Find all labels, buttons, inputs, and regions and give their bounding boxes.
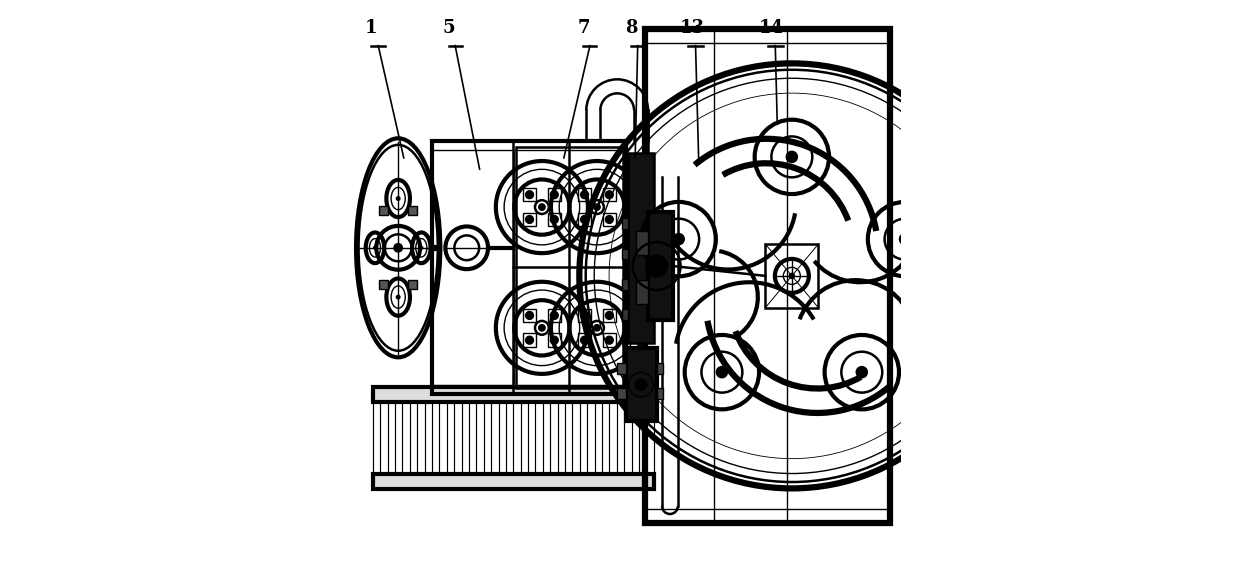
Circle shape [594, 204, 600, 211]
Bar [548, 333, 560, 347]
Bar [578, 213, 591, 226]
Bar [626, 348, 656, 421]
Circle shape [397, 296, 401, 299]
Bar [621, 310, 629, 320]
Circle shape [646, 255, 667, 277]
Circle shape [526, 216, 533, 224]
Circle shape [717, 367, 728, 378]
Bar [653, 310, 660, 320]
Circle shape [373, 247, 377, 249]
Bar [578, 188, 591, 202]
Bar [516, 147, 622, 388]
Circle shape [580, 216, 589, 224]
Bar [603, 213, 616, 226]
Bar [523, 333, 536, 347]
Bar [432, 141, 626, 394]
Bar [373, 473, 653, 489]
Text: 8: 8 [625, 19, 637, 37]
Bar [408, 280, 417, 289]
Bar [653, 218, 660, 229]
Circle shape [580, 336, 589, 344]
Circle shape [786, 151, 797, 163]
Bar [548, 213, 560, 226]
Bar [629, 153, 653, 342]
Circle shape [605, 336, 614, 344]
Circle shape [420, 247, 423, 249]
Text: 1: 1 [365, 19, 377, 37]
Bar [373, 387, 653, 402]
Circle shape [899, 234, 910, 245]
Bar [645, 29, 889, 523]
Circle shape [580, 191, 589, 199]
Bar [523, 309, 536, 322]
Circle shape [394, 244, 402, 252]
Circle shape [673, 234, 684, 245]
Bar [603, 333, 616, 347]
Circle shape [857, 367, 868, 378]
Bar [548, 309, 560, 322]
Circle shape [551, 216, 558, 224]
Text: 13: 13 [680, 19, 704, 37]
Bar [548, 188, 560, 202]
Circle shape [790, 273, 795, 279]
Circle shape [538, 325, 546, 331]
Text: 5: 5 [443, 19, 455, 37]
Bar [618, 388, 626, 399]
Bar [603, 309, 616, 322]
Circle shape [551, 311, 558, 319]
Circle shape [580, 311, 589, 319]
Bar [649, 212, 672, 320]
Circle shape [551, 336, 558, 344]
Circle shape [538, 204, 546, 211]
Circle shape [526, 336, 533, 344]
Bar [653, 279, 660, 289]
Circle shape [526, 311, 533, 319]
Bar [636, 280, 649, 304]
Bar [618, 363, 626, 374]
Text: 14: 14 [759, 19, 784, 37]
Bar [653, 249, 660, 259]
Circle shape [526, 191, 533, 199]
Bar [523, 213, 536, 226]
Circle shape [551, 191, 558, 199]
Circle shape [605, 191, 614, 199]
Bar [379, 280, 388, 289]
Circle shape [397, 196, 401, 200]
Bar [656, 363, 663, 374]
Bar [578, 333, 591, 347]
Circle shape [605, 216, 614, 224]
Bar [636, 231, 649, 255]
Text: 7: 7 [578, 19, 590, 37]
Circle shape [605, 311, 614, 319]
Bar [523, 188, 536, 202]
Bar [621, 249, 629, 259]
Bar [656, 388, 663, 399]
Bar [621, 279, 629, 289]
Bar [765, 244, 818, 308]
Bar [603, 188, 616, 202]
Bar [578, 309, 591, 322]
Circle shape [594, 325, 600, 331]
Circle shape [635, 379, 647, 390]
Bar [379, 206, 388, 215]
Bar [621, 218, 629, 229]
Bar [408, 206, 417, 215]
